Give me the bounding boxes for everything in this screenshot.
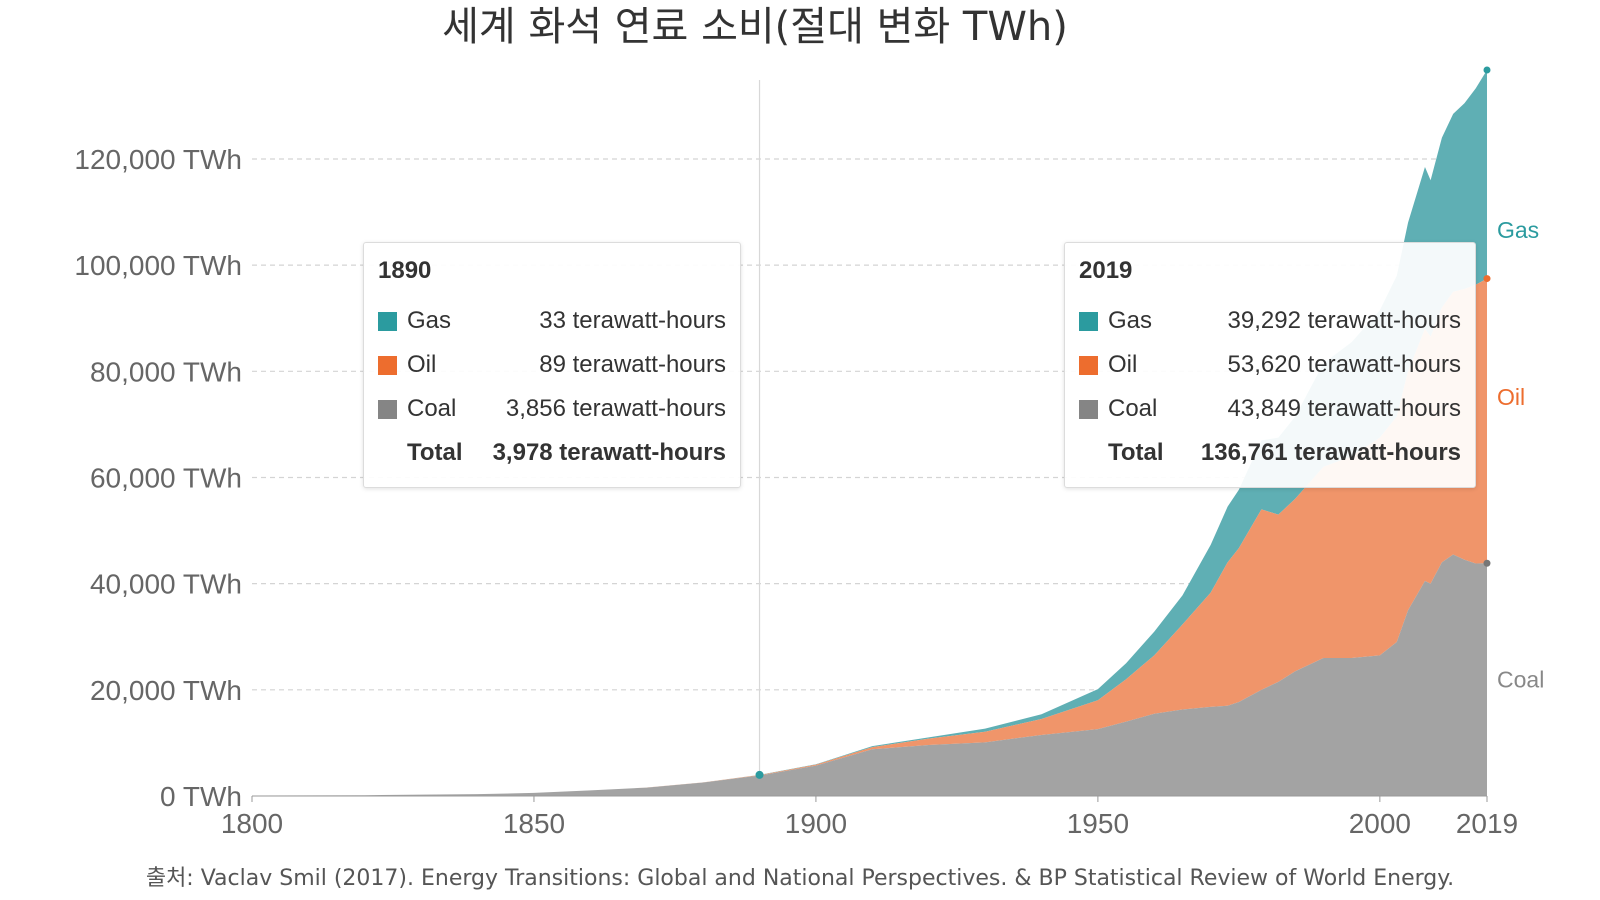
gas-swatch	[378, 311, 397, 331]
tooltip-1890-total-row: Total 3,978 terawatt-hours	[378, 431, 726, 475]
tooltip-2019-coal-row: Coal 43,849 terawatt-hours	[1079, 387, 1461, 431]
x-tick-label: 1850	[503, 808, 565, 839]
oil-swatch	[378, 355, 397, 375]
x-tick-label: 1800	[221, 808, 283, 839]
oil-end-marker	[1483, 275, 1491, 283]
tooltip-1890-coal-value: 3,856 terawatt-hours	[505, 395, 726, 422]
coal-swatch	[378, 399, 397, 419]
coal-end-marker	[1483, 559, 1491, 567]
tooltip-2019: 2019 Gas 39,292 terawatt-hours Oil 53,62…	[1064, 242, 1476, 488]
tooltip-1890-gas-row: Gas 33 terawatt-hours	[378, 299, 726, 343]
oil-swatch	[1079, 355, 1098, 375]
tooltip-1890-gas-value: 33 terawatt-hours	[539, 307, 726, 334]
tooltip-1890-coal-name: Coal	[407, 395, 457, 422]
tooltip-2019-total-value: 136,761 terawatt-hours	[1200, 439, 1461, 466]
y-tick-label: 40,000 TWh	[90, 569, 242, 600]
coal-area	[252, 554, 1487, 796]
y-tick-label: 60,000 TWh	[90, 462, 242, 493]
tooltip-1890-total-name: Total	[407, 439, 463, 466]
oil-area	[252, 278, 1487, 796]
area-layer	[252, 66, 1491, 796]
gas-series-label: Gas	[1497, 217, 1539, 243]
tooltip-2019-gas-name: Gas	[1108, 307, 1153, 334]
tooltip-2019-coal-value: 43,849 terawatt-hours	[1227, 395, 1461, 422]
source-note: 출처: Vaclav Smil (2017). Energy Transitio…	[146, 866, 1454, 891]
y-tick-label: 0 TWh	[160, 781, 242, 812]
tooltip-1890-oil-name: Oil	[407, 351, 437, 378]
x-tick-label: 1900	[785, 808, 847, 839]
tooltip-1890-oil-row: Oil 89 terawatt-hours	[378, 343, 726, 387]
tooltip-2019-coal-name: Coal	[1108, 395, 1158, 422]
tooltip-2019-oil-value: 53,620 terawatt-hours	[1227, 351, 1461, 378]
tooltip-2019-oil-name: Oil	[1108, 351, 1138, 378]
axis-layer: 0 TWh 20,000 TWh 40,000 TWh 60,000 TWh 80,00…	[74, 144, 1518, 839]
tooltip-2019-total-name: Total	[1108, 439, 1164, 466]
tooltip-1890-year: 1890	[378, 257, 432, 284]
gas-swatch	[1079, 311, 1098, 331]
tooltip-1890-oil-value: 89 terawatt-hours	[539, 351, 726, 378]
x-tick-label: 1950	[1067, 808, 1129, 839]
tooltip-1890: 1890 Gas 33 terawatt-hours Oil 89 terawa…	[363, 242, 741, 488]
tooltip-2019-total-row: Total 136,761 terawatt-hours	[1079, 431, 1461, 475]
gas-end-marker	[1483, 66, 1491, 74]
label-layer: Gas Oil Coal	[1497, 217, 1544, 693]
chart-title: 세계 화석 연료 소비(절대 변화 TWh)	[442, 4, 1068, 50]
marker-1890	[755, 770, 764, 779]
y-tick-label: 20,000 TWh	[90, 675, 242, 706]
coal-series-label: Coal	[1497, 667, 1544, 693]
tooltip-1890-coal-row: Coal 3,856 terawatt-hours	[378, 387, 726, 431]
x-tick-label: 2000	[1349, 808, 1411, 839]
coal-swatch	[1079, 399, 1098, 419]
tooltip-1890-gas-name: Gas	[407, 307, 452, 334]
tooltip-2019-oil-row: Oil 53,620 terawatt-hours	[1079, 343, 1461, 387]
gas-area	[252, 70, 1487, 796]
y-tick-label: 80,000 TWh	[90, 356, 242, 387]
tooltip-2019-gas-row: Gas 39,292 terawatt-hours	[1079, 299, 1461, 343]
tooltip-1890-total-value: 3,978 terawatt-hours	[492, 439, 726, 466]
oil-series-label: Oil	[1497, 384, 1525, 410]
y-tick-label: 100,000 TWh	[74, 250, 242, 281]
tooltip-2019-year: 2019	[1079, 257, 1133, 284]
y-tick-label: 120,000 TWh	[74, 144, 242, 175]
x-tick-label: 2019	[1456, 808, 1518, 839]
tooltip-2019-gas-value: 39,292 terawatt-hours	[1227, 307, 1461, 334]
